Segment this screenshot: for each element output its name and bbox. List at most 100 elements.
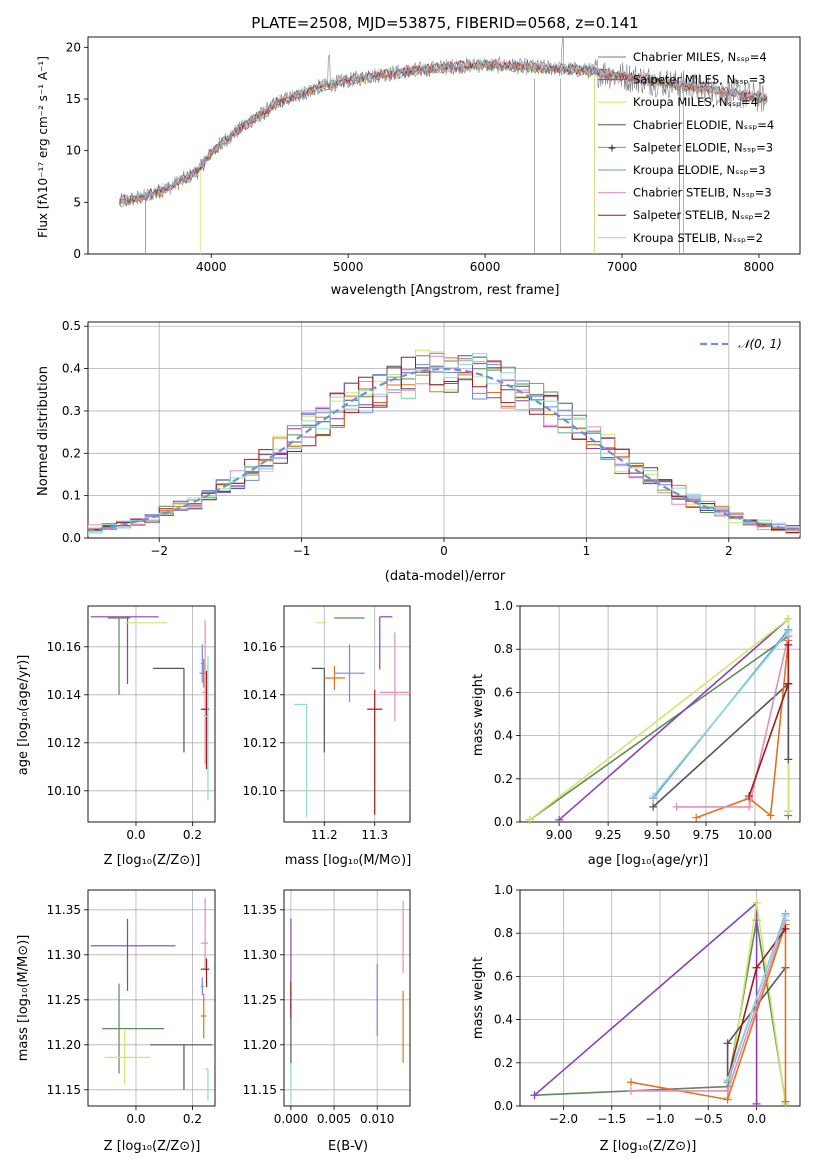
age-vs-Z-axes: 0.0 0.2 10.10 10.12 10.14 10.16 xyxy=(47,605,216,842)
spectrum-xtick-label: 4000 xyxy=(196,260,227,274)
mass-vs-EBV-ytick-label: 11.20 xyxy=(243,1038,277,1052)
weight-vs-age-ytick-label: 0.0 xyxy=(494,815,513,829)
spectrum-xtick-label: 8000 xyxy=(744,260,775,274)
weight-vs-Z-ytick-label: 0.4 xyxy=(494,1013,513,1027)
mass-vs-Z-frame xyxy=(87,889,216,1107)
weight-vs-Z-xtick-label: −1.0 xyxy=(645,1112,674,1126)
weight-vs-Z-xtick-label: −1.5 xyxy=(597,1112,626,1126)
gaussian-reference-line xyxy=(88,367,800,532)
mass-vs-Z-plot-area xyxy=(90,898,213,1101)
legend-label: Chabrier ELODIE, Nₛₛₚ=4 xyxy=(633,118,774,132)
age-vs-Z-ytick-label: 10.16 xyxy=(47,640,81,654)
mass-vs-EBV-ytick-label: 11.15 xyxy=(243,1083,277,1097)
weight-vs-age-axes: 9.00 9.25 9.50 9.75 10.00 0.0 0.2 0.4 0.6 0.8 1.0 xyxy=(494,599,801,842)
weight-vs-Z-series-marker xyxy=(752,1099,761,1108)
residuals-ytick-label: 0.0 xyxy=(62,531,81,545)
weight-vs-Z-frame xyxy=(519,889,801,1107)
mass-vs-Z-ytick-label: 11.20 xyxy=(47,1038,81,1052)
weight-vs-age-series-marker xyxy=(766,811,775,820)
weight-vs-Z-ytick-label: 0.0 xyxy=(494,1099,513,1113)
legend-label: Kroupa STELIB, Nₛₛₚ=2 xyxy=(633,231,763,245)
weight-vs-Z-series-marker xyxy=(723,1086,732,1095)
residuals-xtick-label: 2 xyxy=(725,544,733,558)
legend-marker: + xyxy=(607,141,616,154)
spectrum-frame xyxy=(87,36,801,255)
weight-vs-age-ytick-label: 1.0 xyxy=(494,599,513,613)
weight-vs-age-xtick-label: 9.00 xyxy=(546,828,573,842)
weight-vs-Z-ytick-label: 1.0 xyxy=(494,883,513,897)
legend-label: Salpeter STELIB, Nₛₛₚ=2 xyxy=(633,208,771,222)
weight-vs-age-series-line-8 xyxy=(652,631,789,797)
weight-vs-Z-series-line-8 xyxy=(726,915,787,1081)
weight-vs-age-xtick-label: 9.50 xyxy=(644,828,671,842)
residuals-xlabel: (data-model)/error xyxy=(385,569,506,584)
residuals-xtick-label: 1 xyxy=(583,544,591,558)
weight-vs-Z-series-marker xyxy=(781,1097,790,1106)
age-vs-Z-xtick-label: 0.0 xyxy=(126,828,145,842)
weight-vs-Z-series-marker xyxy=(781,924,790,933)
weight-vs-Z-series-marker xyxy=(723,1076,732,1085)
weight-age-ylabel: mass weight xyxy=(471,674,486,756)
weight-vs-age-series-marker xyxy=(784,614,793,623)
weight-vs-age-xtick-label: 9.75 xyxy=(693,828,720,842)
legend-label: Chabrier STELIB, Nₛₛₚ=3 xyxy=(633,186,772,200)
weight-vs-age-series-line-3 xyxy=(652,681,790,808)
residuals-ytick-label: 0.3 xyxy=(62,404,81,418)
residuals-plot-area xyxy=(88,349,800,537)
weight-vs-Z-series-marker xyxy=(723,1039,732,1048)
weight-vs-Z-xtick-label: −0.5 xyxy=(694,1112,723,1126)
age-vs-mass-ytick-label: 10.16 xyxy=(243,640,277,654)
spectrum-ytick-label: 10 xyxy=(66,144,81,158)
weight-vs-age-series-marker xyxy=(784,640,793,649)
weight-vs-age-ytick-label: 0.4 xyxy=(494,729,513,743)
weight-vs-age-ytick-label: 0.6 xyxy=(494,685,513,699)
weight-vs-Z-ytick-label: 0.2 xyxy=(494,1056,513,1070)
mass-z-ylabel: mass [log₁₀(M/M⊙)] xyxy=(16,935,31,1062)
weight-vs-age-series-marker xyxy=(745,792,754,801)
weight-vs-age-ytick-label: 0.2 xyxy=(494,772,513,786)
weight-vs-Z-plot-area xyxy=(530,898,790,1108)
weight-vs-Z-series-marker xyxy=(530,1091,539,1100)
weight-age-xlabel: age [log₁₀(age/yr)] xyxy=(588,853,709,868)
legend-label: 𝒩(0, 1) xyxy=(738,337,782,351)
weight-vs-Z-xtick-label: 0.0 xyxy=(747,1112,766,1126)
mass-vs-EBV-ytick-label: 11.30 xyxy=(243,948,277,962)
residuals-ytick-label: 0.5 xyxy=(62,319,81,333)
legend-label: Chabrier MILES, Nₛₛₚ=4 xyxy=(633,50,767,64)
age-vs-mass-xtick-label: 11.3 xyxy=(361,828,388,842)
age-vs-Z-frame xyxy=(87,605,216,823)
mass-vs-Z-ytick-label: 11.35 xyxy=(47,903,81,917)
weight-vs-Z-series-marker xyxy=(752,898,761,907)
weight-vs-age-series-marker xyxy=(784,807,793,816)
mass-vs-Z-xtick-label: 0.0 xyxy=(126,1112,145,1126)
age-vs-Z-xtick-label: 0.2 xyxy=(183,828,202,842)
mass-vs-Z-ytick-label: 11.15 xyxy=(47,1083,81,1097)
weight-vs-age-series-marker xyxy=(784,755,793,764)
age-mass-xlabel: mass [log₁₀(M/M⊙)] xyxy=(285,853,412,868)
residuals-axes: −2 −1 0 1 2 0.0 0.1 0.2 0.3 0.4 0.5 xyxy=(62,319,801,558)
mass-vs-EBV-ytick-label: 11.25 xyxy=(243,993,277,1007)
mass-vs-EBV-axes: 0.000 0.005 0.010 11.15 11.20 11.25 11.30 11.35 xyxy=(243,889,411,1126)
mass-vs-Z-ytick-label: 11.30 xyxy=(47,948,81,962)
age-z-xlabel: Z [log₁₀(Z/Z⊙)] xyxy=(104,853,201,868)
weight-vs-Z-series-marker xyxy=(627,1078,636,1087)
weight-vs-age-series-marker xyxy=(649,802,658,811)
age-vs-mass-ytick-label: 10.12 xyxy=(243,736,277,750)
residuals-ytick-label: 0.4 xyxy=(62,362,81,376)
spectrum-plot-area xyxy=(119,37,768,254)
weight-vs-age-series-marker xyxy=(692,813,701,822)
age-z-ylabel: age [log₁₀(age/yr)] xyxy=(16,655,31,776)
weight-vs-Z-ytick-label: 0.8 xyxy=(494,926,513,940)
spectrum-ylabel: Flux [fλ10⁻¹⁷ erg cm⁻² s⁻¹ A⁻¹] xyxy=(36,56,50,238)
age-vs-mass-plot-area xyxy=(294,616,410,818)
mass-vs-EBV-xtick-label: 0.010 xyxy=(360,1112,394,1126)
age-vs-mass-frame xyxy=(283,605,411,823)
weight-vs-age-series-marker xyxy=(745,802,754,811)
residuals-ytick-label: 0.2 xyxy=(62,446,81,460)
residuals-ytick-label: 0.1 xyxy=(62,489,81,503)
weight-vs-age-xtick-label: 9.25 xyxy=(595,828,622,842)
mass-ebv-xlabel: E(B-V) xyxy=(328,1139,368,1154)
spectrum-xtick-label: 5000 xyxy=(333,260,364,274)
weight-vs-Z-ytick-label: 0.6 xyxy=(494,969,513,983)
